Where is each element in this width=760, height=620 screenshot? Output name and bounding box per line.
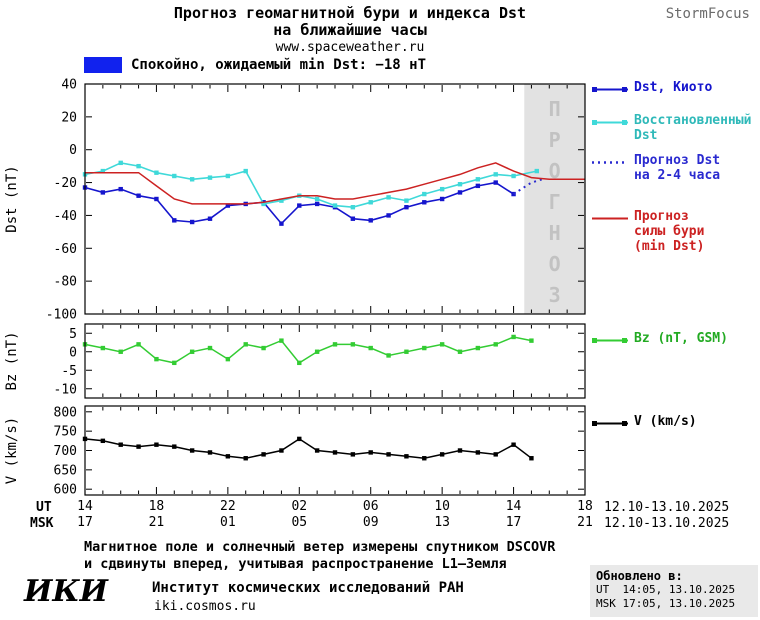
legend-bz-label: Bz (nT, GSM) [634, 331, 728, 346]
xtick-ut-2: 22 [220, 499, 236, 514]
y-tick-label: 600 [54, 483, 77, 498]
xtick-ut-0: 14 [77, 499, 93, 514]
legend-dst-kyoto-label: Dst, Киото [634, 80, 713, 95]
xtick-ut-6: 14 [505, 499, 522, 514]
xtick-msk-1: 21 [148, 515, 165, 530]
xtick-msk-0: 17 [77, 515, 93, 530]
xtick-ut-7: 18 [577, 499, 593, 514]
legend-v-label: V (km/s) [634, 414, 697, 429]
x-axis: UT MSK 14 18 22 02 06 10 14 18 17 21 01 05 09 13 17 21 … [0, 499, 760, 535]
footnote-line1: Магнитное поле и солнечный ветер измерен… [84, 539, 556, 555]
forecast-band-letter: П [549, 97, 561, 121]
dst-kyoto-swatch-icon [592, 87, 628, 92]
y-tick-label: 700 [54, 444, 77, 459]
series-solar-wind-speed [84, 438, 532, 459]
v-swatch-icon [592, 421, 628, 426]
y-tick-label: 0 [69, 143, 77, 158]
footnote-line2: и сдвинуты вперед, учитывая распростране… [84, 556, 507, 572]
series-storm-strength-forecast [85, 162, 585, 205]
series-dst-forecast [513, 178, 543, 195]
y-tick-label: 5 [69, 327, 77, 342]
forecast-band-letter: Г [549, 190, 561, 214]
forecast-band-letter: З [549, 283, 561, 307]
xtick-msk-7: 21 [577, 515, 593, 530]
updated-ut: UT 14:05, 13.10.2025 [596, 583, 736, 596]
iki-logo: ИКИ [24, 574, 108, 609]
status-color-swatch [84, 57, 122, 73]
y-axis-title: V (km/s) [4, 417, 20, 484]
bz-chart: 5 0 -5 -10 Bz (nT) [4, 323, 586, 399]
y-tick-label: 20 [61, 110, 77, 125]
dst-recovered-swatch-icon [592, 120, 628, 125]
series-dst-kyoto [84, 181, 515, 225]
legend-dst-recovered-label: Восстановленный Dst [634, 113, 752, 143]
forecast-band-letter: Р [549, 128, 561, 152]
updated-header: Обновлено в: [596, 569, 683, 583]
legend-dst-forecast-label: Прогноз Dst на 2-4 часа [634, 153, 721, 183]
xtick-msk-5: 13 [434, 515, 450, 530]
y-tick-label: -100 [46, 308, 77, 321]
y-tick-label: -80 [54, 275, 77, 290]
legend-dst-kyoto: Dst, Киото [592, 80, 712, 95]
msk-axis-label: MSK [30, 516, 54, 531]
storm-status: Спокойно, ожидаемый min Dst: −18 нТ [84, 57, 426, 73]
y-tick-label: 0 [69, 345, 77, 360]
ut-axis-label: UT [36, 500, 52, 515]
xtick-msk-6: 17 [505, 515, 522, 530]
y-tick-label: 40 [61, 78, 77, 93]
storm-strength-swatch-icon [592, 217, 628, 220]
plot-frame [84, 323, 586, 399]
xtick-ut-5: 10 [434, 499, 450, 514]
iki-site-link[interactable]: iki.cosmos.ru [154, 599, 256, 614]
msk-date-range: 12.10-13.10.2025 [604, 516, 730, 531]
v-chart: 800 750 700 650 600 V (km/s) [4, 405, 586, 498]
ut-date-range: 12.10-13.10.2025 [604, 500, 730, 515]
xtick-msk-4: 09 [362, 515, 379, 530]
brand-stormfocus: StormFocus [665, 6, 750, 22]
page-title-line1: Прогноз геомагнитной бури и индекса Dst [173, 4, 527, 22]
forecast-band-letter: О [549, 159, 561, 183]
y-tick-label: -10 [54, 382, 77, 397]
updated-msk: MSK 17:05, 13.10.2025 [596, 597, 736, 610]
legend-v: V (km/s) [592, 414, 697, 429]
y-tick-label: -60 [54, 242, 77, 257]
forecast-band-letter: О [549, 252, 561, 276]
y-axis-title: Bz (nT) [4, 331, 20, 390]
y-tick-label: 650 [54, 463, 77, 478]
series-dst-recovered [84, 162, 537, 209]
xtick-msk-3: 05 [291, 515, 308, 530]
status-label: Спокойно, ожидаемый min Dst: −18 нТ [131, 57, 427, 73]
legend-dst-recovered: Восстановленный Dst [592, 113, 751, 143]
plot-frame [84, 83, 586, 315]
xtick-msk-2: 01 [220, 515, 236, 530]
y-tick-label: -20 [54, 176, 77, 191]
page-title-line2: на ближайшие часы [273, 21, 427, 39]
y-axis-title: Dst (nT) [4, 165, 20, 232]
legend-storm-strength-label: Прогноз силы бури (min Dst) [634, 209, 705, 254]
plot-frame [84, 405, 586, 496]
y-tick-label: -40 [54, 209, 77, 224]
updated-panel: Обновлено в: UT 14:05, 13.10.2025 MSK 17… [590, 565, 758, 617]
forecast-band [524, 84, 585, 314]
legend-storm-strength: Прогноз силы бури (min Dst) [592, 209, 704, 254]
institute-name: Институт космических исследований РАН [152, 580, 464, 596]
y-tick-label: -5 [61, 364, 77, 379]
xtick-ut-1: 18 [148, 499, 165, 514]
xtick-ut-4: 06 [362, 499, 379, 514]
legend-dst-forecast: Прогноз Dst на 2-4 часа [592, 153, 720, 183]
dst-forecast-swatch-icon [592, 161, 628, 164]
bz-swatch-icon [592, 338, 628, 343]
xtick-ut-3: 02 [291, 499, 308, 514]
legend-bz: Bz (nT, GSM) [592, 331, 728, 346]
y-tick-label: 750 [54, 425, 77, 440]
forecast-band-letter: Н [549, 221, 561, 245]
y-tick-label: 800 [54, 405, 77, 420]
site-url-link[interactable]: www.spaceweather.ru [275, 40, 425, 55]
series-bz-gsm [84, 336, 532, 364]
page-title: Прогноз геомагнитной бури и индекса Dst … [30, 5, 670, 39]
